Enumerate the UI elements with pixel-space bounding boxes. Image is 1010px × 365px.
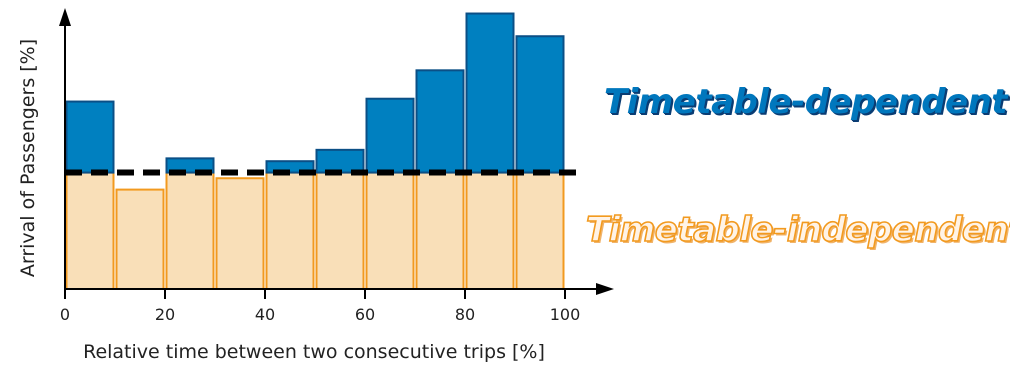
timetable-dependent-label: Timetable-dependent	[604, 82, 1008, 122]
independent-bar	[315, 171, 365, 290]
dependent-bar	[165, 157, 215, 174]
independent-bar	[415, 171, 465, 290]
x-tick-label: 40	[255, 305, 275, 324]
timetable-independent-label: Timetable-independent	[585, 209, 1010, 251]
independent-bar	[265, 171, 315, 290]
independent-bar	[365, 171, 415, 290]
x-ticks: 0 20 40 60 80 100	[60, 289, 580, 324]
x-tick-label: 20	[155, 305, 175, 324]
independent-bar	[65, 171, 115, 290]
y-axis-title: Arrival of Passengers [%]	[17, 39, 39, 277]
independent-bar	[465, 171, 515, 290]
dependent-bar	[65, 100, 115, 174]
independent-bar	[165, 171, 215, 290]
x-tick-label: 80	[455, 305, 475, 324]
dependent-bar	[465, 12, 515, 174]
axes	[59, 8, 614, 295]
x-tick-label: 0	[60, 305, 70, 324]
dependent-bar	[365, 97, 415, 174]
x-axis-arrow	[596, 283, 614, 295]
dependent-bar	[315, 148, 365, 174]
x-tick-label: 60	[355, 305, 375, 324]
x-axis-title: Relative time between two consecutive tr…	[83, 341, 545, 363]
independent-bar	[215, 177, 265, 291]
independent-bar	[115, 188, 165, 291]
dependent-bar	[415, 69, 465, 174]
dependent-bars	[65, 12, 565, 174]
y-axis-arrow	[59, 8, 71, 26]
independent-bar	[515, 171, 565, 290]
independent-bars	[65, 171, 565, 291]
dependent-bar	[515, 35, 565, 174]
x-tick-label: 100	[550, 305, 581, 324]
